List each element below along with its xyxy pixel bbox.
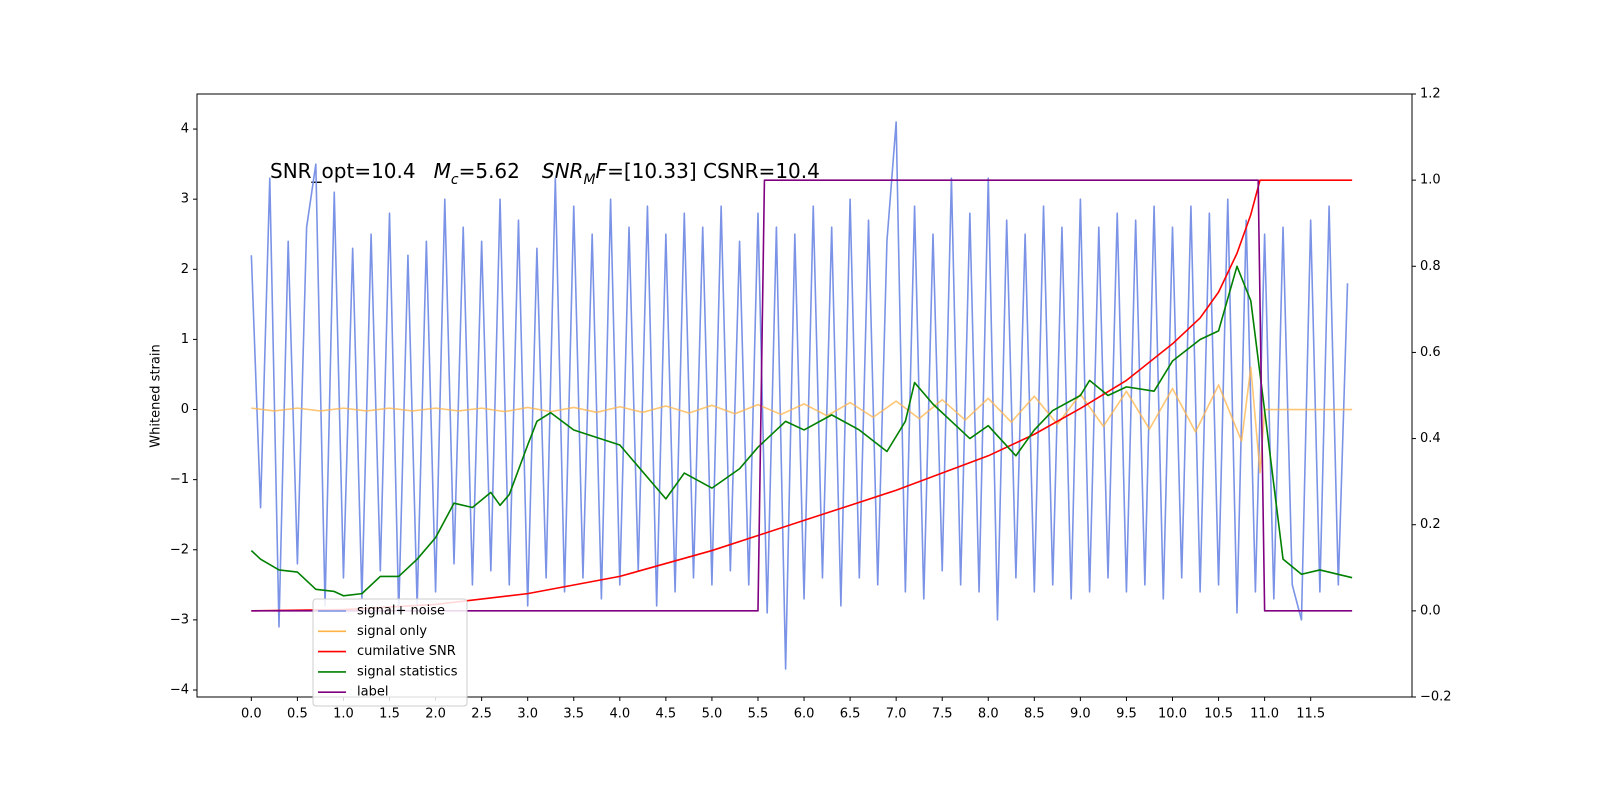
x-tick-label: 8.0 — [978, 707, 999, 722]
y2-tick-label: 0.6 — [1420, 345, 1441, 360]
x-tick-label: 10.5 — [1204, 707, 1233, 722]
series-line — [251, 179, 1353, 612]
y-tick-label: 1 — [181, 332, 189, 347]
x-tick-label: 7.0 — [886, 707, 907, 722]
x-tick-label: 9.5 — [1116, 707, 1137, 722]
x-tick-label: 1.0 — [333, 707, 354, 722]
legend-label: label — [357, 685, 388, 700]
legend-frame — [312, 598, 468, 707]
y2-tick-label: 0.2 — [1420, 517, 1441, 532]
title-part: F — [596, 159, 608, 183]
y-tick-label: −4 — [170, 682, 189, 697]
x-tick-label: 9.0 — [1070, 707, 1091, 722]
legend-label: signal only — [357, 624, 427, 639]
y2-tick-label: 1.0 — [1420, 173, 1441, 188]
y-tick-label: 0 — [181, 402, 189, 417]
x-tick-label: 3.0 — [517, 707, 538, 722]
legend-label: signal statistics — [357, 664, 458, 679]
y-axis-label: Whitened strain — [149, 344, 164, 447]
title-part: c — [451, 172, 459, 188]
x-tick-label: 0.0 — [241, 707, 262, 722]
y2-tick-label: 0.0 — [1420, 603, 1441, 618]
title-part: =5.62 — [459, 159, 520, 183]
x-tick-label: 4.5 — [656, 707, 677, 722]
x-tick-label: 4.0 — [609, 707, 630, 722]
title-part: =[10.33] CSNR=10.4 — [607, 159, 820, 183]
y2-tick-label: 0.8 — [1420, 259, 1441, 274]
y-tick-label: 2 — [181, 262, 189, 277]
x-tick-label: 6.0 — [794, 707, 815, 722]
x-tick-label: 5.5 — [748, 707, 769, 722]
y-tick-label: −3 — [170, 612, 189, 627]
x-tick-label: 3.5 — [563, 707, 584, 722]
x-tick-label: 2.5 — [471, 707, 492, 722]
legend-label: cumilative SNR — [357, 644, 456, 659]
title-part: M — [434, 159, 451, 183]
x-tick-label: 10.0 — [1158, 707, 1187, 722]
y2-tick-label: −0.2 — [1420, 690, 1452, 705]
x-tick-label: 6.5 — [840, 707, 861, 722]
series-line — [250, 265, 1353, 597]
y-tick-label: 4 — [181, 122, 189, 137]
x-tick-label: 2.0 — [425, 707, 446, 722]
y-tick-label: 3 — [181, 192, 189, 207]
legend-label: signal+ noise — [357, 604, 445, 619]
y-tick-label: −2 — [170, 542, 189, 557]
x-tick-label: 0.5 — [287, 707, 308, 722]
x-tick-label: 7.5 — [932, 707, 953, 722]
title-part: M — [583, 172, 595, 188]
y2-tick-label: 1.2 — [1420, 87, 1441, 102]
title-part: SNR_opt=10.4 — [270, 159, 416, 183]
x-tick-label: 5.0 — [702, 707, 723, 722]
series-line — [251, 366, 1353, 474]
x-tick-label: 8.5 — [1024, 707, 1045, 722]
x-tick-label: 11.5 — [1296, 707, 1325, 722]
series-line — [250, 121, 1349, 670]
x-tick-label: 1.5 — [379, 707, 400, 722]
y-tick-label: −1 — [170, 472, 189, 487]
chart-title: SNR_opt=10.4 Mc=5.62 SNRMF=[10.33] CSNR=10… — [270, 159, 820, 189]
legend: signal+ noise signal only cumilative SNR si… — [312, 598, 468, 707]
series-line — [251, 179, 1353, 612]
x-tick-label: 11.0 — [1250, 707, 1279, 722]
title-part: SNR — [542, 159, 584, 183]
y2-tick-label: 0.4 — [1420, 431, 1441, 446]
